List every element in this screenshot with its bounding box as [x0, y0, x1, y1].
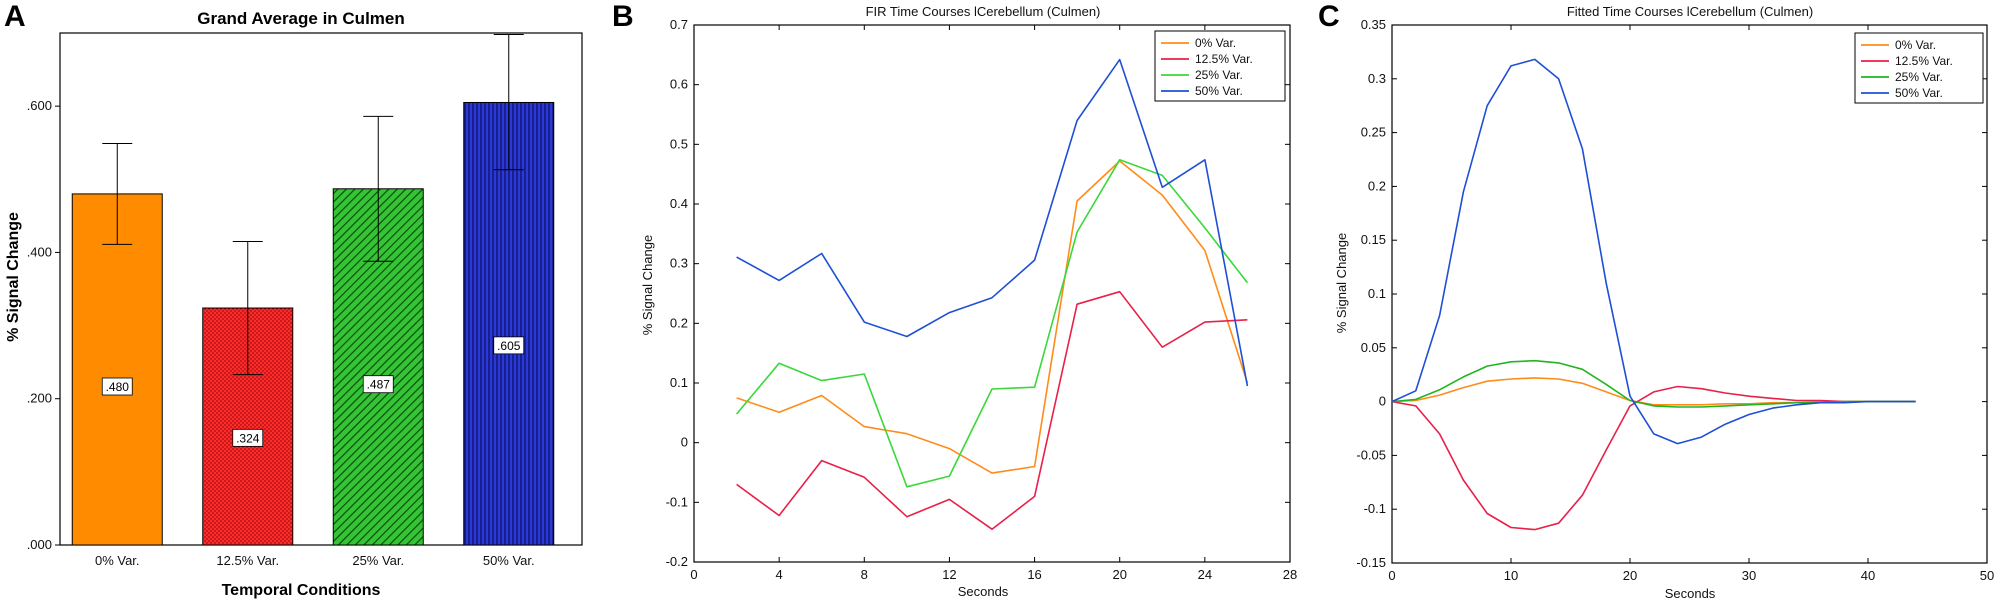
x-tick-label-a: 0% Var.	[95, 553, 140, 568]
x-tick-label-b: 20	[1112, 567, 1126, 582]
y-tick-label-b: 0.1	[670, 375, 688, 390]
bar-2	[332, 188, 424, 546]
data-label-box-1	[232, 428, 264, 447]
y-tick-label-a: .400	[27, 244, 52, 259]
series-line-b-0	[736, 160, 1249, 474]
x-tick-label-a: 50% Var.	[483, 553, 535, 568]
x-tick-label-c: 50	[1980, 568, 1994, 583]
x-tick-label-a: 12.5% Var.	[216, 553, 279, 568]
data-label-1: .324	[236, 431, 260, 445]
y-tick-label-c: 0.3	[1368, 71, 1386, 86]
legend-label-b-0: 0% Var.	[1195, 36, 1236, 50]
y-tick-label-b: -0.1	[666, 494, 688, 509]
plot-frame-c	[1391, 24, 1988, 564]
x-tick-label-c: 20	[1623, 568, 1637, 583]
y-tick-label-a: .200	[27, 391, 52, 406]
bar-chart-plot: .000 .200 .400 .600 .480 0% Var. .324 12.5% Var…	[27, 32, 583, 568]
y-tick-label-b: -0.2	[666, 554, 688, 569]
legend-label-c-3: 50% Var.	[1895, 86, 1943, 100]
series-line-c-1	[1391, 385, 1916, 531]
y-tick-label-b: 0.6	[670, 77, 688, 92]
chart-title-a: Grand Average in Culmen	[197, 9, 405, 28]
fitted-line-chart-plot: -0.15 -0.1 -0.05 0 0.05 0.1 0.15 0.2 0.25 0.3 0.35…	[1356, 17, 1994, 583]
x-tick-label-b: 24	[1198, 567, 1212, 582]
data-label-box-3	[493, 336, 525, 355]
fir-line-chart-plot: -0.2 -0.1 0 0.1 0.2 0.3 0.4 0.5 0.6 0.7 0 4 8 12 16 20 2…	[666, 17, 1298, 582]
x-tick-label-b: 4	[776, 567, 783, 582]
y-tick-label-c: 0.05	[1361, 340, 1386, 355]
y-tick-label-c: 0.1	[1368, 286, 1386, 301]
x-tick-label-b: 12	[942, 567, 956, 582]
y-tick-label-c: -0.1	[1364, 501, 1386, 516]
y-tick-label-c: 0.35	[1361, 17, 1386, 32]
fitted-line-chart-panel: Fitted Time Courses lCerebellum (Culmen)…	[1334, 4, 1994, 601]
x-tick-label-b: 16	[1027, 567, 1041, 582]
y-tick-label-b: 0.7	[670, 17, 688, 32]
y-tick-label-b: 0.2	[670, 315, 688, 330]
x-tick-label-a: 25% Var.	[352, 553, 404, 568]
x-tick-label-b: 28	[1283, 567, 1297, 582]
panel-label-c: C	[1318, 0, 1340, 33]
series-line-b-3	[736, 58, 1249, 387]
y-tick-label-c: -0.15	[1356, 555, 1386, 570]
x-tick-label-b: 0	[690, 567, 697, 582]
data-label-3: .605	[497, 339, 521, 353]
y-tick-label-a: .600	[27, 98, 52, 113]
y-tick-label-c: 0	[1379, 394, 1386, 409]
y-tick-label-b: 0.3	[670, 256, 688, 271]
legend-label-c-2: 25% Var.	[1895, 70, 1943, 84]
data-label-0: .480	[106, 380, 130, 394]
y-tick-label-c: -0.05	[1356, 447, 1386, 462]
panel-label-b: B	[612, 0, 634, 33]
y-tick-label-a: .000	[27, 537, 52, 552]
x-tick-label-b: 8	[861, 567, 868, 582]
x-tick-label-c: 40	[1861, 568, 1875, 583]
legend-label-b-3: 50% Var.	[1195, 84, 1243, 98]
series-line-c-3	[1391, 58, 1916, 445]
x-axis-title-a: Temporal Conditions	[222, 582, 381, 599]
y-tick-label-c: 0.2	[1368, 178, 1386, 193]
fir-line-chart-panel: FIR Time Courses lCerebellum (Culmen) -0…	[640, 4, 1297, 599]
series-line-b-1	[736, 290, 1248, 531]
legend-label-b-2: 25% Var.	[1195, 68, 1243, 82]
y-tick-label-c: 0.15	[1361, 232, 1386, 247]
data-label-box-2	[362, 375, 394, 394]
legend-label-c-1: 12.5% Var.	[1895, 54, 1953, 68]
chart-title-c: Fitted Time Courses lCerebellum (Culmen)	[1567, 4, 1813, 19]
panel-label-a: A	[4, 0, 26, 33]
bar-chart-panel: Grand Average in Culmen .000 .200 .400 .600…	[5, 9, 583, 599]
series-line-b-2	[735, 159, 1249, 488]
x-axis-title-b: Seconds	[958, 584, 1009, 599]
y-tick-label-b: 0	[681, 435, 688, 450]
x-tick-label-c: 30	[1742, 568, 1756, 583]
x-axis-title-c: Seconds	[1665, 586, 1716, 601]
legend-label-b-1: 12.5% Var.	[1195, 52, 1253, 66]
legend-label-c-0: 0% Var.	[1895, 38, 1936, 52]
y-axis-title-c: % Signal Change	[1334, 233, 1349, 333]
x-tick-label-c: 10	[1504, 568, 1518, 583]
bar-0	[71, 193, 163, 546]
y-axis-title-a: % Signal Change	[5, 212, 22, 342]
x-tick-label-c: 0	[1388, 568, 1395, 583]
chart-title-b: FIR Time Courses lCerebellum (Culmen)	[866, 4, 1101, 19]
y-tick-label-b: 0.5	[670, 136, 688, 151]
plot-frame-b	[693, 24, 1291, 563]
data-label-2: .487	[367, 378, 391, 392]
data-label-box-0	[101, 377, 133, 396]
y-tick-label-b: 0.4	[670, 196, 688, 211]
y-tick-label-c: 0.25	[1361, 125, 1386, 140]
y-axis-title-b: % Signal Change	[640, 235, 655, 335]
